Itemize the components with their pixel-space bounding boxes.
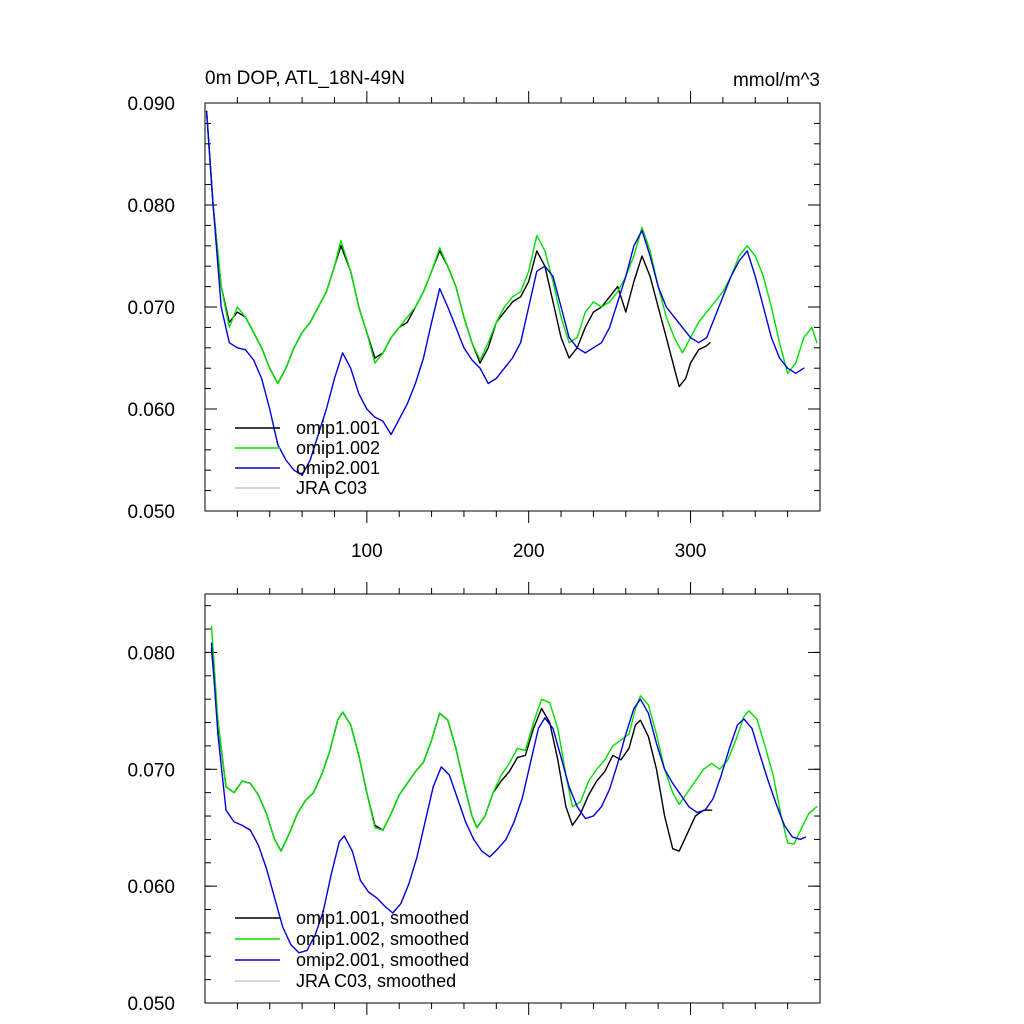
x-tick-label: 200 (513, 541, 545, 562)
y-tick-label: 0.050 (127, 502, 175, 523)
y-tick-label: 0.070 (127, 298, 175, 319)
y-tick-label: 0.070 (127, 760, 175, 781)
top-panel-ticks (205, 91, 820, 523)
bottom-panel: 0.050 0.060 0.070 0.080 omip1.001, smoothed… (127, 582, 821, 1015)
series-line-omip1-002 (205, 110, 818, 385)
x-tick-label: 100 (351, 541, 383, 562)
y-tick-label: 0.060 (127, 877, 175, 898)
series-line-omip2-001-smoothed (210, 642, 807, 954)
y-tick-label: 0.080 (127, 643, 175, 664)
series-line-omip1-002-smoothed (210, 626, 818, 852)
bottom-panel-series (210, 626, 818, 954)
legend-label: JRA C03 (296, 478, 367, 498)
top-panel-y-tick-labels: 0.050 0.060 0.070 0.080 0.090 (127, 94, 175, 523)
legend-label: omip2.001 (296, 458, 380, 478)
series-line-omip2-001 (205, 110, 805, 476)
legend-label: omip1.001 (296, 418, 380, 438)
y-tick-label: 0.050 (127, 994, 175, 1015)
legend-label: omip2.001, smoothed (296, 950, 469, 970)
top-panel: 0m DOP, ATL_18N-49N mmol/m^3 0.0500.0600… (127, 68, 821, 562)
x-tick-label: 300 (675, 541, 707, 562)
bottom-panel-frame (204, 593, 821, 1004)
y-tick-label: 0.060 (127, 400, 175, 421)
top-panel-title: 0m DOP, ATL_18N-49N (205, 68, 405, 89)
top-panel-x-tick-labels: 100 200 300 (351, 541, 706, 562)
y-tick-label: 0.090 (127, 94, 175, 115)
legend-label: omip1.002, smoothed (296, 929, 469, 949)
y-tick-label: 0.080 (127, 196, 175, 217)
bottom-panel-y-tick-labels: 0.050 0.060 0.070 0.080 (127, 643, 175, 1015)
top-panel-frame (204, 102, 821, 512)
legend-label: omip1.002 (296, 438, 380, 458)
top-panel-series (205, 110, 818, 476)
legend-label: omip1.001, smoothed (296, 908, 469, 928)
legend-label: JRA C03, smoothed (296, 971, 456, 991)
top-panel-units: mmol/m^3 (733, 70, 820, 91)
